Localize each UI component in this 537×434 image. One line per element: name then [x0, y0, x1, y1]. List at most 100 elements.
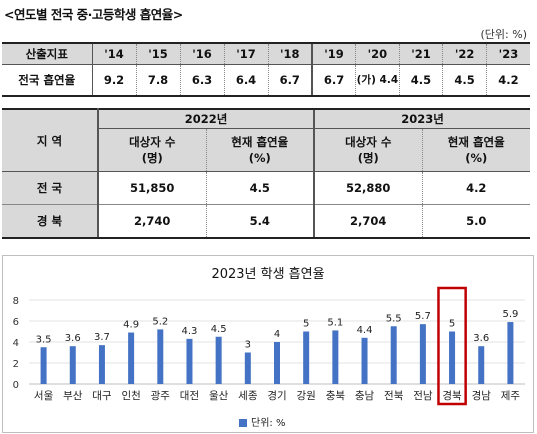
- count-header-line2: (명): [141, 151, 163, 165]
- rate-cell: 6.7: [267, 64, 312, 97]
- x-tick-label: 경기: [267, 389, 286, 402]
- x-tick-label: 광주: [151, 390, 171, 402]
- bar: [274, 342, 280, 384]
- data-label: 3.6: [473, 333, 489, 344]
- rate-header-line1: 현재 흡연율: [447, 135, 505, 149]
- rate-cell: 4.5: [442, 64, 487, 97]
- rate-cell: 4.5: [205, 171, 314, 205]
- y-tick-label: 2: [13, 359, 19, 370]
- rate-cell: 6.7: [311, 64, 356, 97]
- regional-smoking-table: 지 역 2022년 2023년 대상자 수 (명) 현재 흡연율 (%) 대상자 수…: [2, 108, 530, 239]
- national-rate-label: 전국 흡연율: [2, 64, 93, 97]
- yearly-header-row: 산출지표 '14 '15 '16 '17 '18 '19 '20 '21 '22…: [2, 42, 530, 65]
- data-label: 5.2: [152, 316, 168, 327]
- yearly-value-row: 전국 흡연율 9.2 7.8 6.3 6.4 6.7 6.7 (가) 4.4 4…: [2, 64, 530, 97]
- rate-header: 현재 흡연율 (%): [421, 128, 530, 172]
- bar: [478, 346, 485, 384]
- data-label: 3.6: [65, 333, 81, 344]
- y-tick-label: 6: [13, 317, 19, 328]
- year-cell: '15: [135, 42, 180, 65]
- y-tick-label: 8: [13, 296, 19, 307]
- yearly-smoking-table: 산출지표 '14 '15 '16 '17 '18 '19 '20 '21 '22…: [2, 42, 530, 97]
- x-tick-label: 충북: [326, 390, 346, 402]
- count-cell: 2,740: [98, 204, 206, 239]
- data-label: 5: [303, 319, 309, 330]
- regional-column-row: 대상자 수 (명) 현재 흡연율 (%) 대상자 수 (명) 현재 흡연율 (%): [2, 128, 530, 172]
- legend-swatch: [239, 419, 247, 427]
- rate-cell: 4.5: [398, 64, 443, 97]
- bar: [361, 337, 368, 384]
- highlight-box: [437, 286, 467, 406]
- data-label: 4.3: [182, 326, 198, 337]
- bar: [157, 329, 164, 384]
- bar: [215, 336, 222, 384]
- year-cell: '20: [355, 42, 400, 65]
- bar: [40, 347, 47, 384]
- count-header-line1: 대상자 수: [129, 135, 176, 149]
- x-tick-label: 인천: [121, 390, 140, 402]
- region-name: 전 국: [2, 171, 99, 205]
- rate-cell: 4.2: [421, 171, 530, 205]
- data-label: 3.7: [94, 332, 110, 343]
- chart-title: 2023년 학생 흡연율: [211, 267, 325, 282]
- data-label: 5: [449, 319, 455, 330]
- year-2023-header: 2023년: [313, 108, 530, 129]
- bar: [186, 338, 193, 384]
- region-header: 지 역: [2, 108, 99, 172]
- data-label: 4.5: [211, 324, 227, 335]
- data-label: 4: [274, 329, 280, 340]
- rate-header-line2: (%): [465, 151, 488, 165]
- bar: [244, 352, 251, 384]
- rate-cell: 6.3: [179, 64, 224, 97]
- x-tick-label: 세종: [238, 390, 258, 402]
- data-label: 5.7: [415, 311, 431, 322]
- bar: [390, 326, 397, 384]
- x-tick-label: 제주: [501, 390, 521, 402]
- count-header-line1: 대상자 수: [345, 135, 392, 149]
- x-tick-label: 울산: [209, 390, 229, 402]
- data-label: 3.5: [36, 334, 52, 345]
- table-row: 전 국 51,850 4.5 52,880 4.2: [2, 171, 530, 205]
- regional-year-row: 지 역 2022년 2023년: [2, 108, 530, 172]
- x-tick-label: 부산: [63, 390, 83, 402]
- bar: [419, 324, 426, 384]
- x-tick-label: 경남: [472, 389, 492, 402]
- rate-cell-footnote: (가) 4.4: [355, 64, 400, 97]
- x-tick-label: 대전: [180, 390, 199, 402]
- year-cell: '21: [398, 42, 443, 65]
- count-header: 대상자 수 (명): [313, 128, 422, 172]
- indicator-header: 산출지표: [2, 42, 93, 65]
- rate-cell: 7.8: [135, 64, 180, 97]
- page-title: <연도별 전국 중·고등학생 흡연율>: [4, 7, 183, 22]
- year-cell: '14: [91, 42, 136, 65]
- year-cell: '22: [442, 42, 487, 65]
- x-tick-label: 전남: [413, 390, 433, 402]
- bar: [507, 322, 514, 384]
- data-label: 5.9: [502, 309, 518, 320]
- rate-cell: 5.4: [205, 204, 314, 239]
- rate-header: 현재 흡연율 (%): [205, 128, 314, 172]
- rate-header-line1: 현재 흡연율: [231, 135, 289, 149]
- count-cell: 2,704: [313, 204, 422, 239]
- smoking-rate-chart: 2023년 학생 흡연율 0 2 4 6 8 3.5 서울 3.6 부산 3.7 대구 4.9 인천 5.…: [2, 255, 534, 433]
- x-tick-label: 경북: [442, 389, 462, 402]
- x-tick-label: 서울: [34, 390, 54, 402]
- table-row: 경 북 2,740 5.4 2,704 5.0: [2, 204, 530, 239]
- year-2022-header: 2022년: [98, 108, 314, 129]
- x-tick-label: 강원: [297, 390, 316, 402]
- rate-cell: 4.2: [485, 64, 530, 97]
- year-cell: '16: [179, 42, 224, 65]
- rate-header-line2: (%): [248, 151, 271, 165]
- rate-cell: 9.2: [91, 64, 136, 97]
- x-tick-label: 전북: [384, 390, 404, 402]
- data-label: 3: [245, 340, 251, 351]
- bar: [449, 331, 456, 384]
- year-cell: '18: [267, 42, 312, 65]
- bar: [303, 331, 310, 384]
- data-label: 4.4: [357, 325, 373, 336]
- legend-label: 단위: %: [251, 418, 286, 429]
- count-cell: 52,880: [313, 171, 422, 205]
- bar: [98, 345, 105, 384]
- count-header: 대상자 수 (명): [98, 128, 206, 172]
- data-label: 5.1: [327, 317, 343, 328]
